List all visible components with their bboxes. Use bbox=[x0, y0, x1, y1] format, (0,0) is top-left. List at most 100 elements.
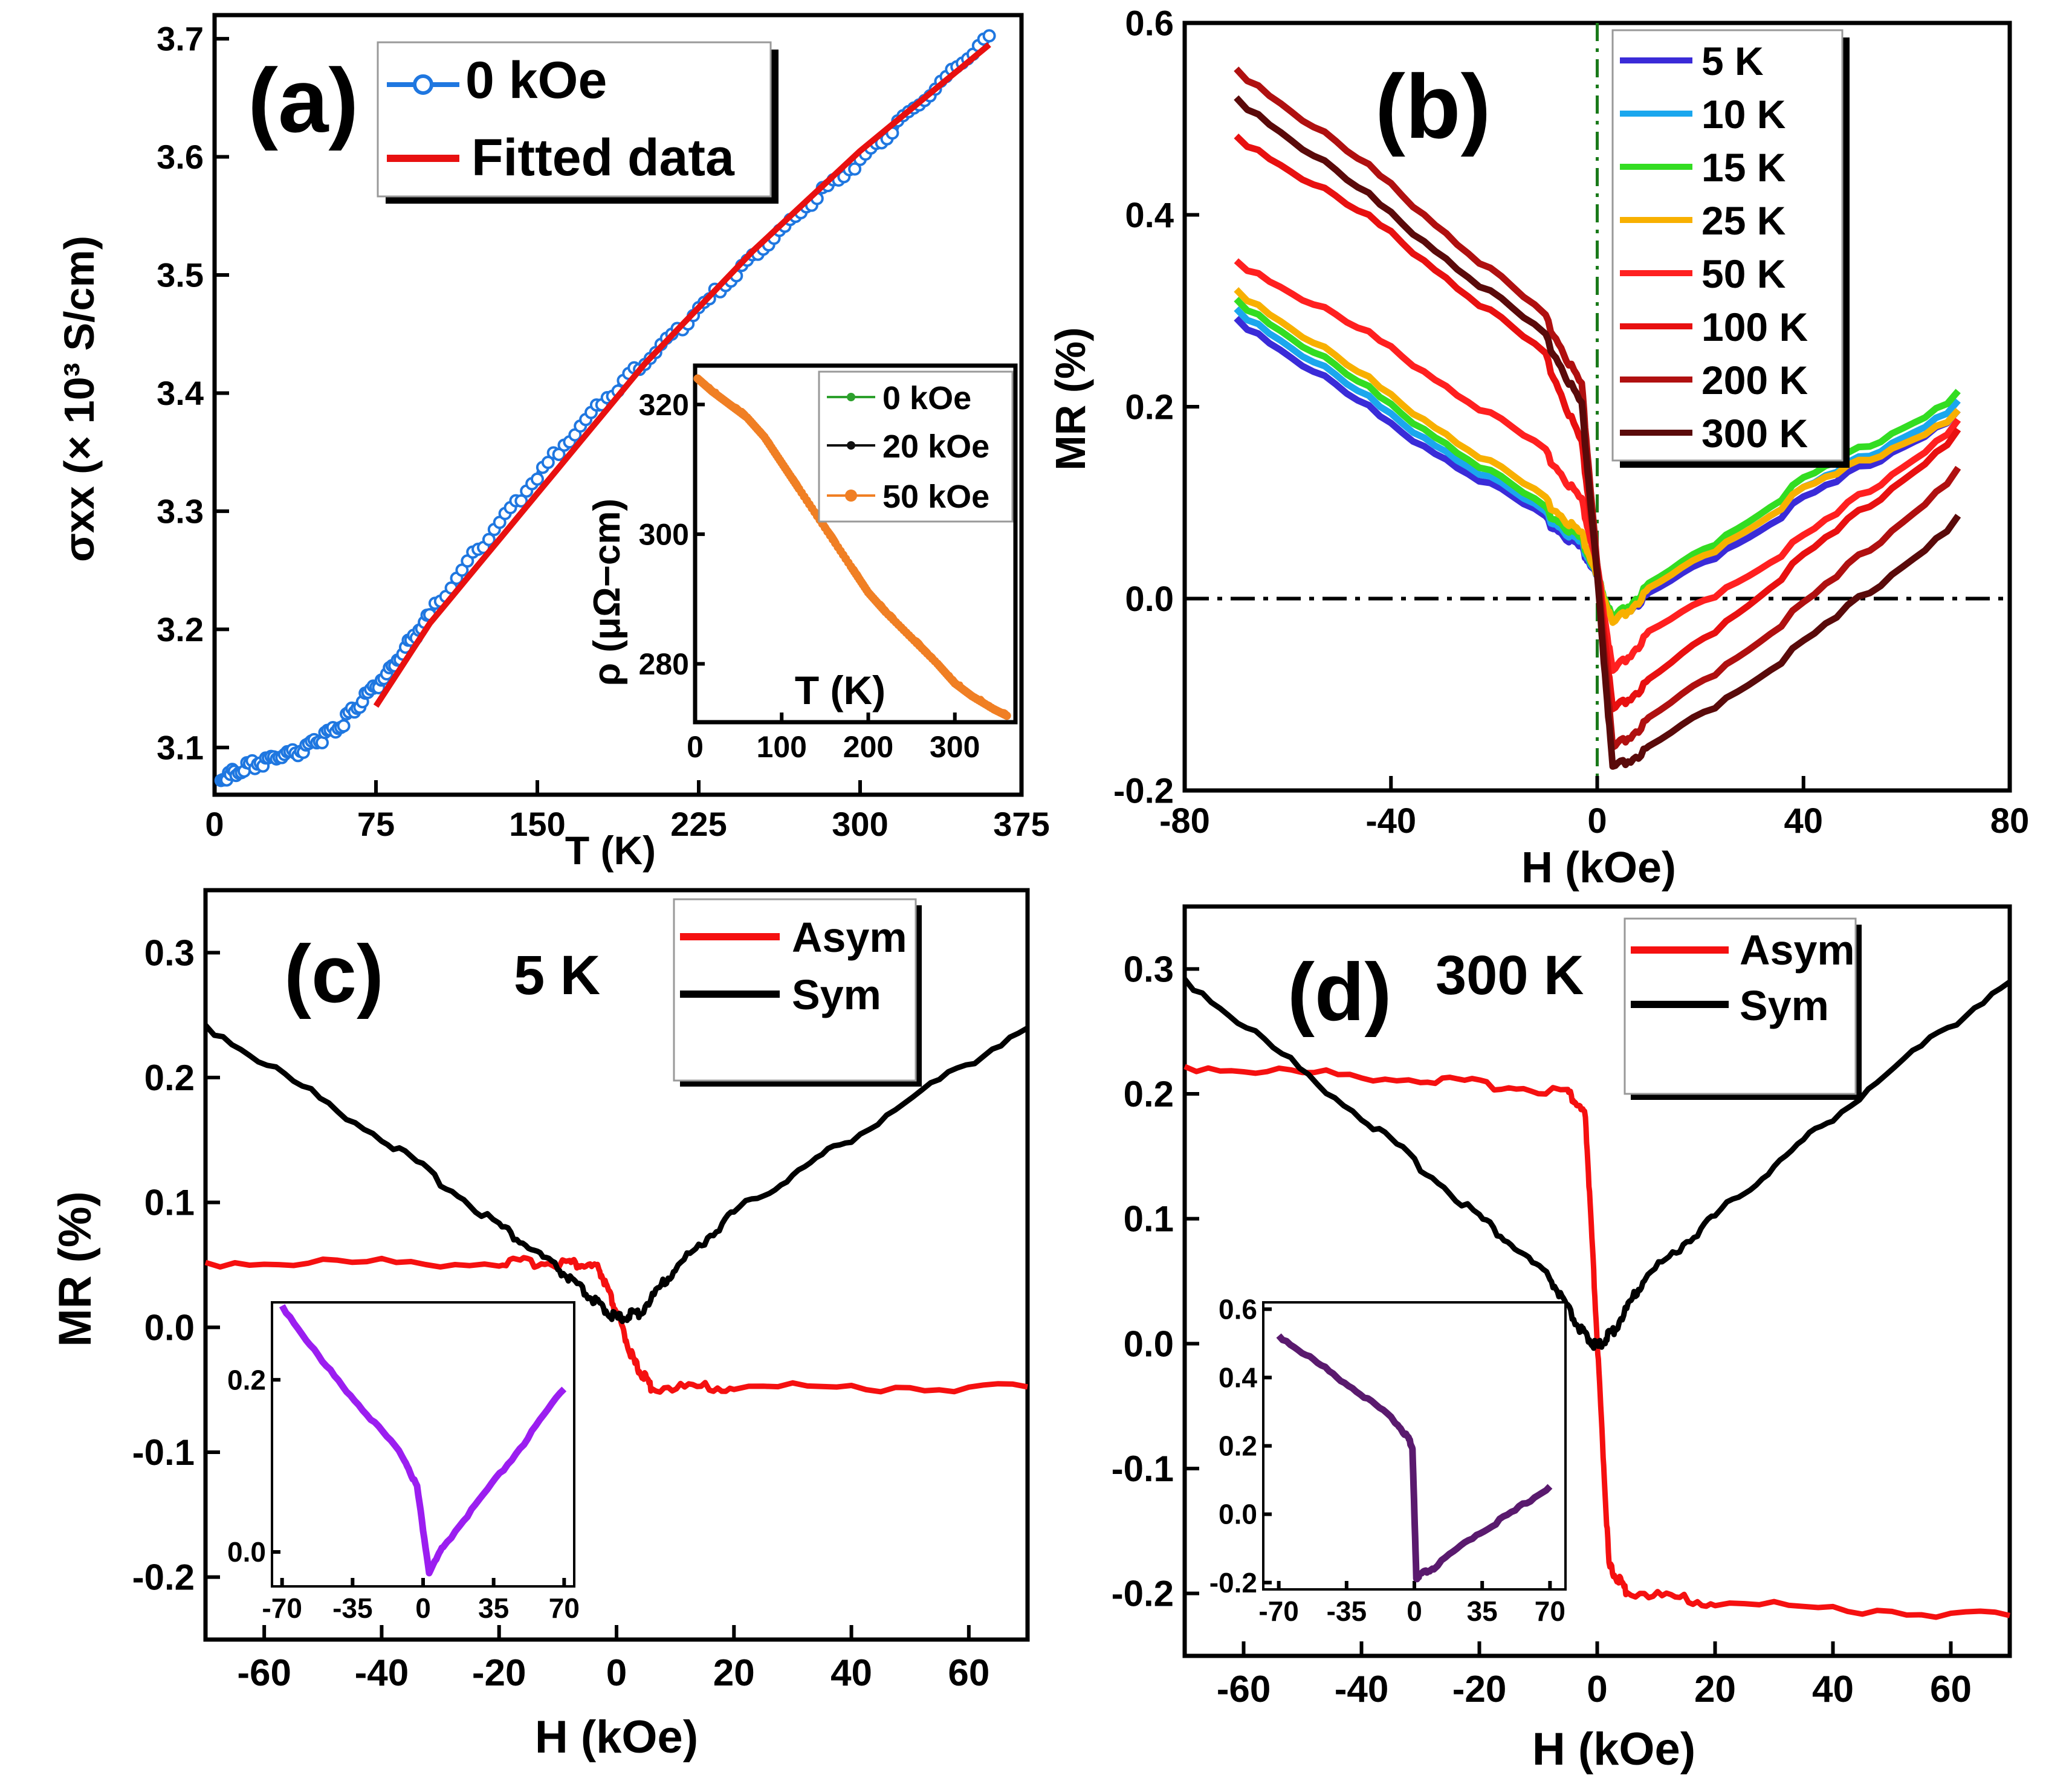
panel-d-ytick-label: 0.3 bbox=[1124, 949, 1174, 989]
panel-d-inset: -70 -35 0 35 70 -0.2 0.0 0.2 0.4 0.6 bbox=[1209, 1293, 1567, 1627]
panel-d-annotation: 300 K bbox=[1436, 945, 1584, 1006]
panel-d-xtick-label: -60 bbox=[1217, 1669, 1271, 1710]
panel-d-xtick-label: 40 bbox=[1812, 1669, 1854, 1710]
panel-a-ylabel: σxx (× 10³ S/cm) bbox=[56, 236, 103, 562]
panel-a-xtick-label: 375 bbox=[993, 805, 1049, 843]
legend-d-asym-label: Asym bbox=[1740, 926, 1855, 974]
legend-b-label: 10 K bbox=[1701, 92, 1786, 137]
legend-b-label: 200 K bbox=[1701, 358, 1808, 402]
panel-c-inset-xtick-label: 0 bbox=[415, 1592, 431, 1624]
legend-b-label: 15 K bbox=[1701, 145, 1786, 190]
panel-a-inset-ytick-label: 300 bbox=[639, 517, 689, 551]
panel-c-ytick-label: -0.2 bbox=[132, 1557, 195, 1598]
panel-c-xtick-label: 60 bbox=[948, 1652, 989, 1694]
panel-d-xtick-label: 0 bbox=[1587, 1669, 1607, 1710]
panel-a-ytick-label: 3.4 bbox=[157, 374, 204, 412]
panel-c-xtick-label: -60 bbox=[237, 1652, 291, 1694]
panel-c-inset-xtick-label: 35 bbox=[478, 1592, 509, 1624]
panel-a-ytick-label: 3.1 bbox=[157, 728, 204, 766]
legend-ai-0kOe-marker bbox=[847, 393, 855, 401]
panel-c-ytick-label: 0.0 bbox=[144, 1307, 195, 1348]
legend-b-label: 5 K bbox=[1701, 39, 1764, 83]
series-0kOe-point bbox=[848, 162, 862, 176]
panel-b-ytick-label: 0.2 bbox=[1125, 387, 1174, 427]
series-0kOe-point bbox=[541, 456, 555, 470]
series-sym-line bbox=[1182, 977, 2012, 1351]
panel-b-xtick-label: 40 bbox=[1784, 801, 1823, 841]
series-sym-line bbox=[203, 1023, 1029, 1325]
panel-d-xlabel: H (kOe) bbox=[1532, 1724, 1695, 1775]
panel-c-inset-xtick-label: -70 bbox=[262, 1592, 302, 1624]
panel-a: (a) T (K) σxx (× 10³ S/cm) 0 75 150 225 300 3… bbox=[56, 13, 1050, 873]
panel-c-xtick-label: -40 bbox=[355, 1652, 409, 1694]
panel-b-xlabel: H (kOe) bbox=[1521, 844, 1676, 892]
panel-d-ytick-label: -0.2 bbox=[1112, 1574, 1174, 1614]
panel-d-inset-xtick-label: 35 bbox=[1467, 1595, 1498, 1627]
panel-c-annotation: 5 K bbox=[514, 945, 600, 1006]
panel-c: (c) 5 K H (kOe) MR (%) -60 -40 -20 0 20 40 60 … bbox=[50, 888, 1030, 1763]
panel-b-xtick-label: -80 bbox=[1159, 801, 1210, 841]
panel-c-inset-ytick-label: 0.0 bbox=[227, 1536, 266, 1568]
panel-b-ytick-label: 0.0 bbox=[1125, 580, 1174, 619]
panel-c-legend: Asym Sym bbox=[673, 898, 922, 1087]
panel-d-ytick-label: 0.1 bbox=[1124, 1199, 1174, 1239]
panel-a-xtick-label: 75 bbox=[357, 805, 395, 843]
panel-a-ytick-label: 3.5 bbox=[157, 256, 204, 294]
panel-d-inset-xtick-label: 70 bbox=[1535, 1595, 1565, 1627]
panel-c-xlabel: H (kOe) bbox=[535, 1711, 698, 1763]
panel-b-ytick-label: -0.2 bbox=[1113, 771, 1174, 810]
panel-d-legend: Asym Sym bbox=[1624, 917, 1862, 1100]
panel-a-ytick-label: 3.3 bbox=[157, 493, 204, 531]
panel-a-inset: 0 100 200 300 280 300 320 T (K) ρ (μΩ−cm) 0 k… bbox=[586, 363, 1018, 764]
panel-a-inset-frame bbox=[693, 363, 1018, 725]
panel-a-legend: 0 kOe Fitted data bbox=[377, 41, 779, 204]
panel-a-inset-xtick-label: 0 bbox=[687, 730, 704, 764]
panel-c-ytick-label: 0.3 bbox=[144, 932, 195, 973]
series-0kOe-point bbox=[514, 494, 528, 508]
panel-d-inset-ytick-label: 0.6 bbox=[1219, 1293, 1257, 1325]
legend-b-label: 25 K bbox=[1701, 198, 1786, 243]
panel-b-ytick-label: 0.6 bbox=[1125, 4, 1174, 43]
panel-d-label: (d) bbox=[1287, 946, 1391, 1038]
legend-ai-50kOe-label: 50 kOe bbox=[882, 479, 989, 515]
series-0kOe-point bbox=[982, 29, 996, 43]
panel-a-frame bbox=[212, 13, 1024, 797]
panel-a-inset-ytick-label: 280 bbox=[639, 647, 689, 681]
panel-c-ytick-label: -0.1 bbox=[132, 1432, 195, 1473]
panel-a-inset-xtick-label: 100 bbox=[757, 730, 807, 764]
legend-ai-0kOe-label: 0 kOe bbox=[882, 380, 971, 416]
panel-a-inset-ytick-label: 320 bbox=[639, 388, 689, 422]
series-0kOe-point bbox=[482, 532, 496, 546]
panel-a-inset-xlabel: T (K) bbox=[795, 668, 885, 713]
panel-a-xtick-label: 0 bbox=[205, 805, 224, 843]
panel-d-inset-xtick-label: 0 bbox=[1407, 1595, 1422, 1627]
legend-a-fit-label: Fitted data bbox=[471, 129, 735, 187]
panel-d-xtick-label: -20 bbox=[1452, 1669, 1507, 1710]
panel-d-inset-ytick-label: 0.0 bbox=[1219, 1499, 1257, 1530]
legend-a-0kOe-label: 0 kOe bbox=[465, 51, 607, 109]
panel-c-ytick-label: 0.1 bbox=[144, 1183, 195, 1223]
panel-d-inset-ytick-label: 0.4 bbox=[1219, 1362, 1257, 1394]
panel-d-inset-xtick-label: -70 bbox=[1258, 1595, 1298, 1627]
inset-c-line bbox=[279, 1304, 567, 1577]
legend-b-label: 100 K bbox=[1701, 305, 1808, 349]
panel-a-label: (a) bbox=[248, 50, 358, 151]
panel-d-xtick-label: 60 bbox=[1930, 1669, 1972, 1710]
panel-a-xtick-label: 225 bbox=[670, 805, 727, 843]
panel-b-legend: 5 K 10 K 15 K 25 K 50 K 100 K 200 K 300 K bbox=[1611, 29, 1850, 468]
panel-b: (b) H (kOe) MR (%) -80 -40 0 40 80 -0.2 0.0 0.… bbox=[1047, 4, 2029, 892]
series-fit-line bbox=[373, 42, 991, 708]
legend-ai-20kOe-marker bbox=[847, 441, 855, 450]
panel-a-xtick-label: 150 bbox=[509, 805, 565, 843]
panel-a-xlabel: T (K) bbox=[565, 828, 656, 873]
panel-b-ylabel: MR (%) bbox=[1047, 327, 1094, 470]
legend-c-sym-label: Sym bbox=[792, 971, 881, 1018]
panel-d-ytick-label: -0.1 bbox=[1112, 1449, 1174, 1489]
panel-a-xtick-label: 300 bbox=[832, 805, 888, 843]
legend-c-asym-label: Asym bbox=[792, 914, 907, 961]
panel-c-xtick-label: 20 bbox=[713, 1652, 755, 1694]
inset-d-line bbox=[1276, 1333, 1553, 1583]
panel-c-xtick-label: 0 bbox=[606, 1652, 627, 1694]
panel-a-inset-xtick-label: 300 bbox=[930, 730, 980, 764]
